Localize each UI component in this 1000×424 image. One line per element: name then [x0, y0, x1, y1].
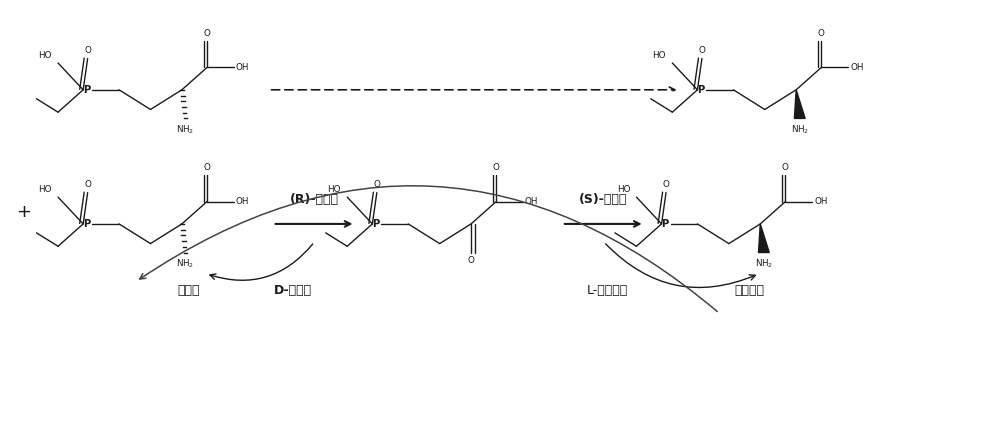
Polygon shape [758, 224, 769, 253]
Text: HO: HO [38, 51, 52, 60]
Text: HO: HO [617, 185, 630, 195]
Text: NH$_2$: NH$_2$ [176, 258, 195, 271]
Text: OH: OH [236, 63, 249, 72]
Text: NH$_2$: NH$_2$ [755, 258, 773, 271]
Text: O: O [493, 163, 500, 172]
Text: NH$_2$: NH$_2$ [791, 124, 809, 136]
Text: OH: OH [814, 197, 828, 206]
Text: (S)-转氨酶: (S)-转氨酶 [579, 193, 627, 206]
Text: P: P [697, 85, 705, 95]
Text: OH: OH [850, 63, 864, 72]
Text: NH$_2$: NH$_2$ [176, 124, 195, 136]
Text: L-天冬氨酸: L-天冬氨酸 [587, 284, 628, 296]
Text: O: O [663, 180, 669, 189]
Text: (R)-转氨酶: (R)-转氨酶 [290, 193, 339, 206]
Text: OH: OH [236, 197, 249, 206]
Text: P: P [83, 219, 90, 229]
Text: P: P [83, 85, 90, 95]
Text: P: P [662, 219, 669, 229]
Text: 草酰乙酸: 草酰乙酸 [734, 284, 764, 296]
Text: O: O [84, 46, 91, 55]
Text: O: O [204, 163, 210, 172]
Text: HO: HO [327, 185, 341, 195]
Text: D-丙氨酸: D-丙氨酸 [274, 284, 312, 296]
Text: HO: HO [38, 185, 52, 195]
Text: O: O [699, 46, 705, 55]
Text: O: O [468, 256, 475, 265]
Text: P: P [372, 219, 380, 229]
Text: O: O [782, 163, 789, 172]
Text: O: O [204, 29, 210, 38]
Text: O: O [818, 29, 825, 38]
Text: +: + [16, 203, 31, 221]
Text: 丙酮酸: 丙酮酸 [178, 284, 200, 296]
Text: O: O [84, 180, 91, 189]
Text: OH: OH [525, 197, 538, 206]
Text: O: O [373, 180, 380, 189]
Polygon shape [794, 90, 805, 118]
Text: HO: HO [653, 51, 666, 60]
